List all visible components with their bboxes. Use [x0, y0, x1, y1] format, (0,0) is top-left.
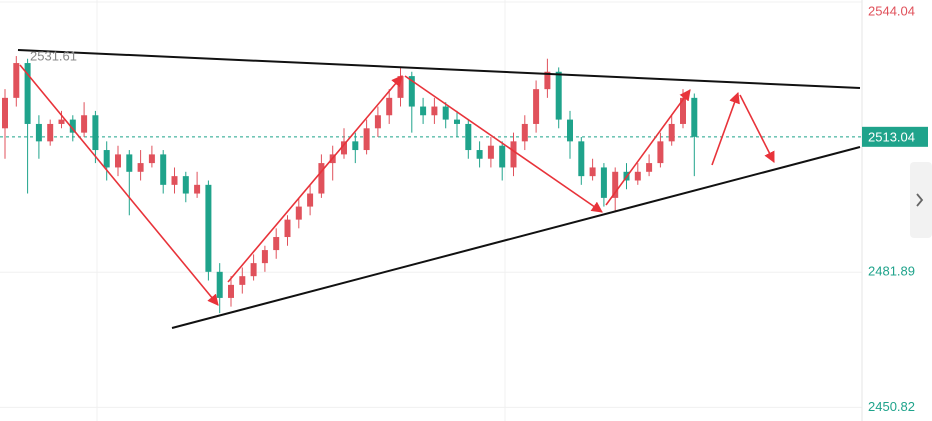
- last-price-box: [862, 126, 928, 147]
- candle-body: [454, 119, 460, 124]
- candle-body: [589, 167, 596, 177]
- resistance-line: [17, 49, 861, 89]
- candle-body: [657, 141, 664, 164]
- candle-body: [533, 89, 540, 124]
- candle-body: [363, 128, 370, 151]
- candle-body: [612, 171, 619, 198]
- candle-body: [239, 276, 246, 285]
- candle-body: [307, 193, 314, 207]
- candle-body: [374, 115, 381, 129]
- candle-body: [13, 63, 20, 98]
- candle-body: [408, 76, 415, 107]
- candle-body: [431, 106, 438, 116]
- candle-body: [250, 263, 257, 277]
- arrow: [605, 89, 691, 206]
- candle-body: [2, 97, 8, 129]
- grid: [0, 0, 862, 421]
- candle-body: [442, 106, 449, 120]
- candle-body: [273, 237, 280, 251]
- candle-body: [261, 250, 268, 264]
- arrow: [19, 64, 219, 306]
- candle-body: [487, 145, 494, 159]
- candle-body: [58, 119, 65, 124]
- candle-body: [600, 167, 607, 198]
- candle-body: [194, 184, 201, 194]
- candle-body: [171, 176, 178, 185]
- arrow: [739, 94, 775, 163]
- candle-body: [205, 184, 212, 272]
- candle-body: [295, 206, 302, 220]
- arrow: [711, 91, 740, 166]
- candle-body: [24, 63, 31, 124]
- candle-body: [160, 154, 167, 185]
- candle-body: [476, 150, 483, 159]
- candle-body: [81, 115, 88, 133]
- candle-body: [284, 219, 291, 238]
- candle-body: [341, 141, 347, 155]
- candle-body: [216, 271, 223, 298]
- candle-body: [420, 106, 427, 116]
- candle-body: [148, 154, 155, 164]
- y-tick-label: 2481.89: [868, 264, 915, 279]
- arrow: [404, 75, 603, 213]
- candles: [2, 56, 698, 314]
- candle-body: [352, 141, 359, 151]
- candle-body: [103, 150, 110, 168]
- candle-body: [115, 154, 121, 168]
- candle-body: [668, 123, 675, 142]
- candle-body: [228, 284, 234, 298]
- y-axis: 2544.04 2481.89 2450.82 2513.04: [862, 3, 928, 414]
- candle-body: [510, 141, 517, 168]
- candle-body: [578, 141, 585, 177]
- last-price-label: 2513.04: [868, 129, 915, 144]
- candle-body: [47, 123, 54, 142]
- candle-body: [691, 97, 698, 137]
- arrow: [227, 75, 403, 283]
- candle-body: [499, 145, 506, 168]
- candle-body: [465, 123, 472, 151]
- candle-body: [318, 163, 325, 194]
- support-line: [171, 146, 861, 329]
- candle-body: [521, 123, 528, 142]
- y-tick-label: 2544.04: [868, 3, 915, 18]
- candle-body: [544, 71, 551, 90]
- candle-body: [680, 97, 686, 124]
- candle-body: [182, 176, 189, 194]
- candle-body: [69, 119, 76, 133]
- candle-body: [567, 119, 573, 142]
- candle-body: [634, 171, 641, 181]
- annotations: [17, 49, 861, 329]
- high-label: 2531.61: [30, 48, 77, 63]
- candle-body: [137, 163, 144, 172]
- candle-body: [386, 97, 393, 116]
- candle-body: [35, 123, 42, 142]
- y-tick-label: 2450.82: [868, 399, 915, 414]
- candle-body: [92, 115, 99, 151]
- candle-body: [646, 163, 653, 172]
- scroll-button[interactable]: [910, 162, 932, 238]
- candle-body: [555, 71, 562, 120]
- candle-body: [126, 154, 133, 172]
